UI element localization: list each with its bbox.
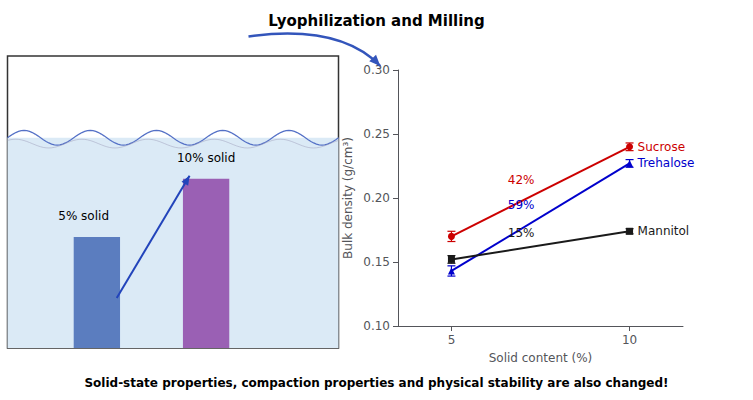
svg-text:10% solid: 10% solid [177,151,235,165]
svg-text:Bulk density (g/cm³): Bulk density (g/cm³) [341,137,355,259]
svg-text:0.10: 0.10 [363,319,390,333]
svg-text:5: 5 [448,333,456,347]
svg-text:Solid-state properties, compac: Solid-state properties, compaction prope… [84,376,668,390]
svg-text:0.30: 0.30 [363,63,390,77]
svg-text:Trehalose: Trehalose [637,156,695,170]
svg-text:0.25: 0.25 [363,127,390,141]
svg-text:10: 10 [622,333,637,347]
svg-text:Lyophilization and Milling: Lyophilization and Milling [268,12,485,30]
svg-text:15%: 15% [508,226,535,240]
svg-text:Mannitol: Mannitol [638,224,690,238]
svg-text:0.20: 0.20 [363,191,390,205]
svg-text:5% solid: 5% solid [58,209,109,223]
svg-text:Solid content (%): Solid content (%) [489,351,593,365]
svg-text:Sucrose: Sucrose [638,140,685,154]
svg-text:42%: 42% [508,173,535,187]
svg-text:59%: 59% [508,198,535,212]
svg-text:0.15: 0.15 [363,255,390,269]
